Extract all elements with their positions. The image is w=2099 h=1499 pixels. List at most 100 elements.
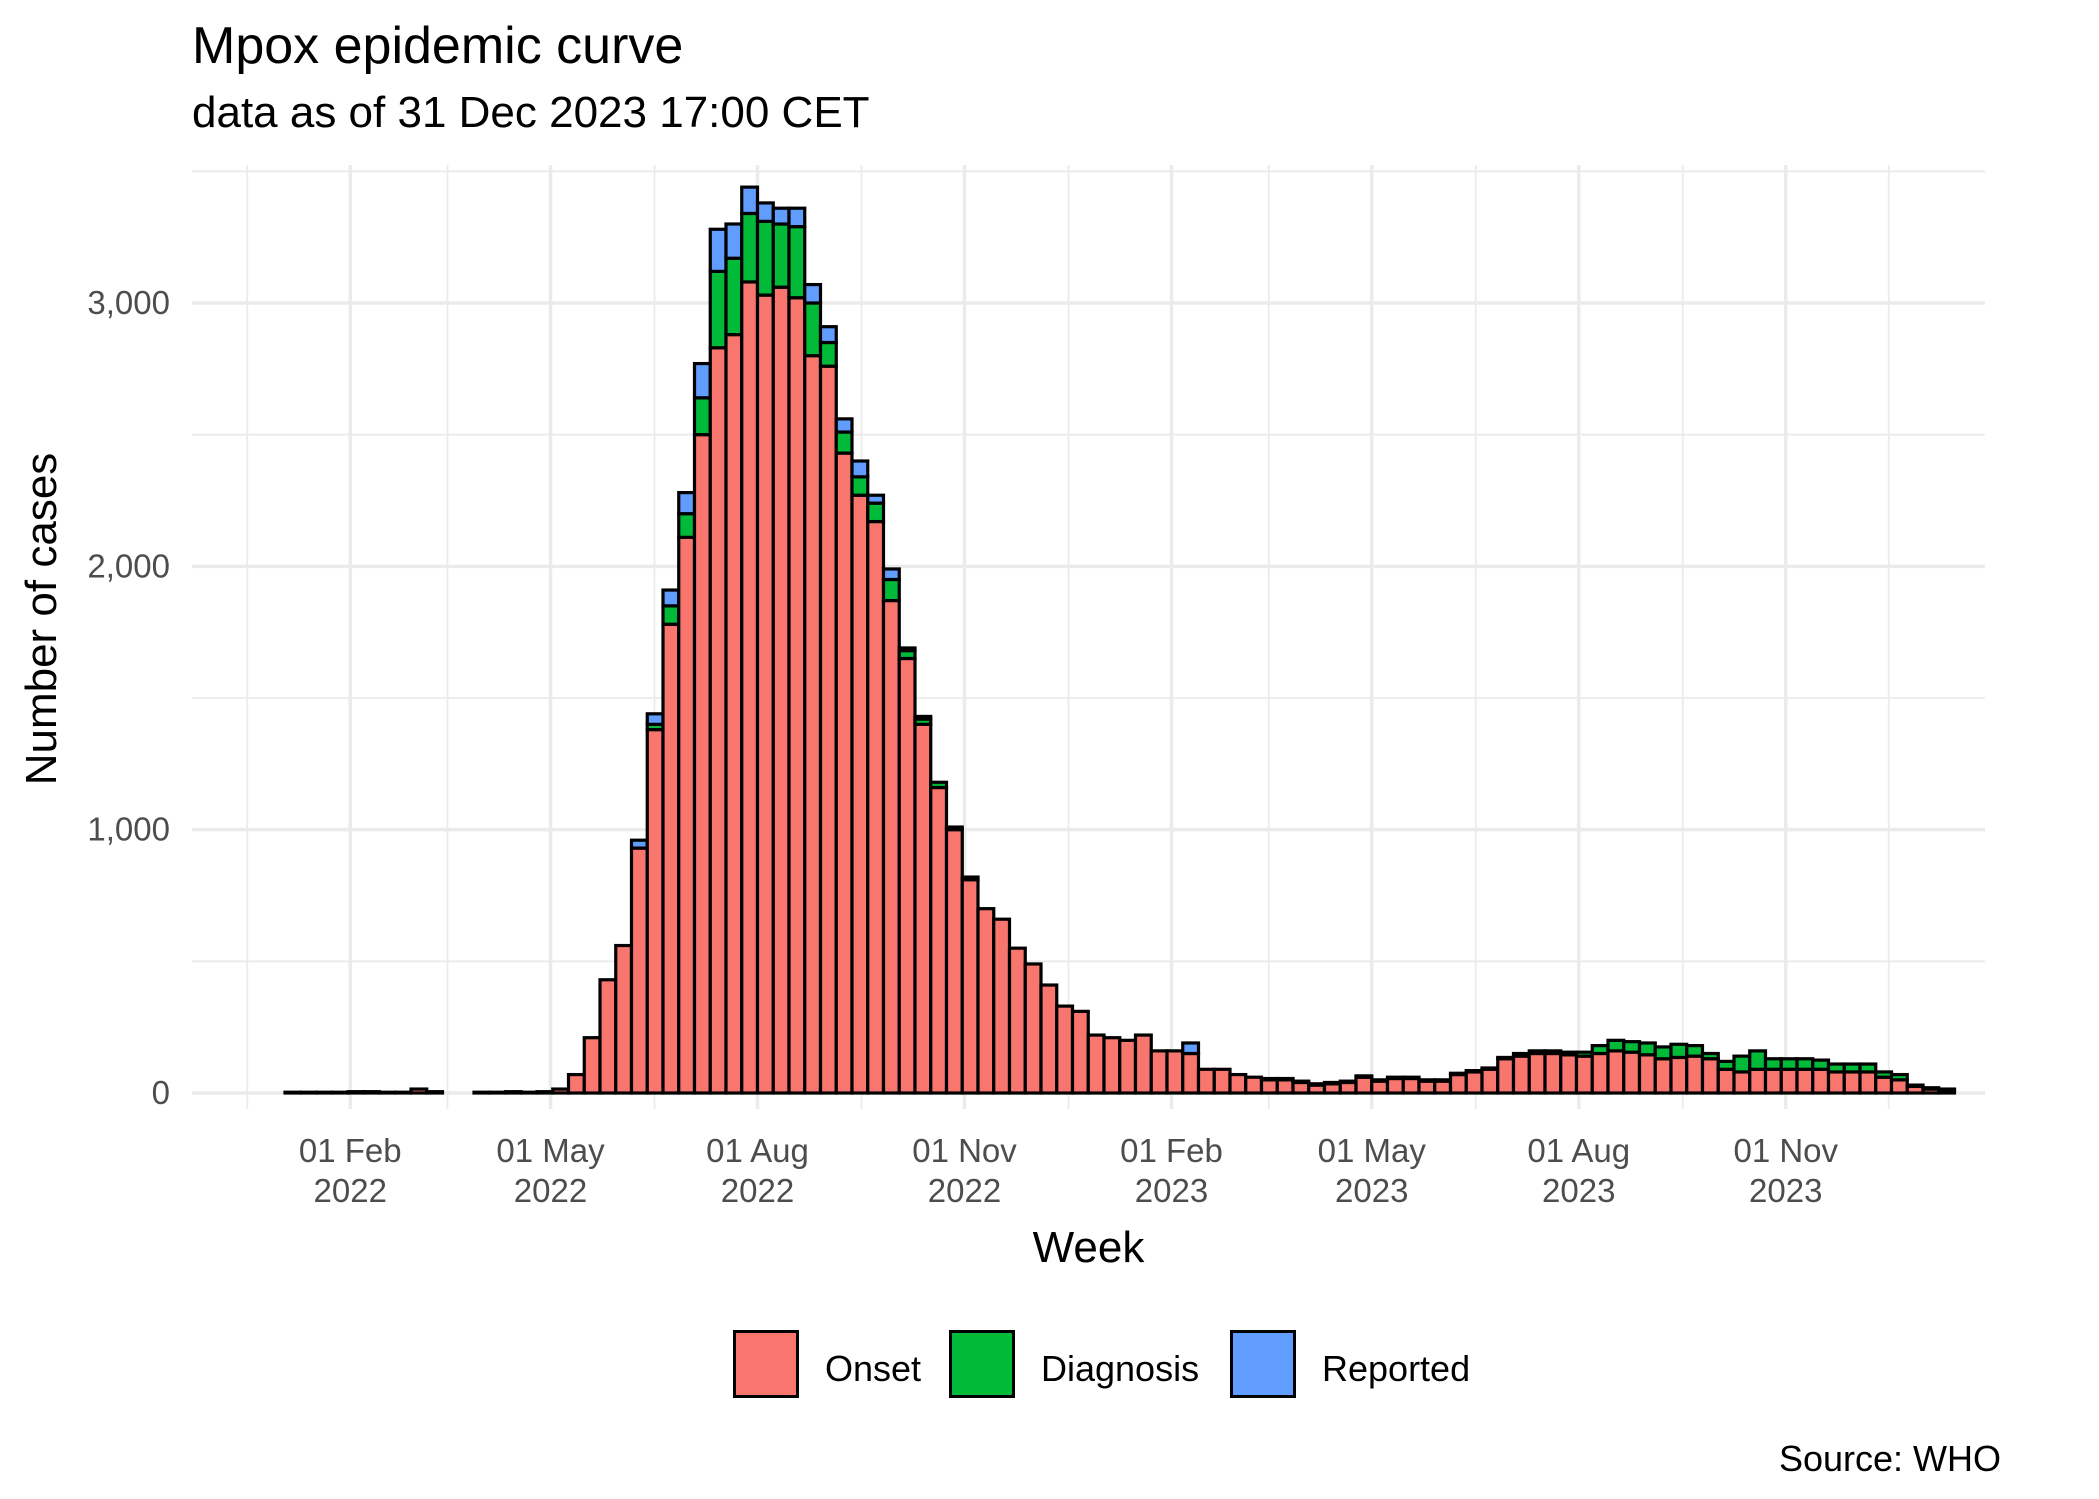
x-tick-label: 01 Nov [912,1132,1017,1169]
bar-diagnosis [1385,1075,1405,1081]
bar-onset [377,1090,397,1095]
source-caption: Source: WHO [1778,1438,2001,1479]
bar-onset [1118,1038,1138,1095]
bar-onset [1448,1072,1468,1095]
x-tick-label-year: 2023 [1335,1172,1408,1209]
bar-onset [1086,1033,1106,1095]
bar-diagnosis [740,211,760,284]
bar-onset [1874,1075,1894,1095]
y-tick-label: 0 [152,1074,170,1111]
x-tick-label: 01 Nov [1733,1132,1838,1169]
bar-diagnosis [1826,1062,1846,1074]
bar-onset [661,622,681,1095]
bar-onset [976,907,996,1095]
bar-diagnosis [1811,1058,1831,1071]
bar-reported [724,222,744,260]
bar-diagnosis [1763,1057,1783,1071]
chart-title: Mpox epidemic curve [192,17,684,75]
bar-onset [1370,1079,1390,1095]
x-tick-label-year: 2023 [1749,1172,1822,1209]
bar-reported [866,493,886,505]
bar-onset [1574,1054,1594,1095]
bar-onset [1590,1051,1610,1095]
bar-reported [818,325,838,345]
bar-onset [1543,1051,1563,1095]
bar-onset [1763,1067,1783,1095]
bar-diagnosis [1275,1076,1295,1082]
bar-diagnosis [1574,1050,1594,1058]
bars-layer [283,185,1957,1095]
bar-onset [929,785,949,1095]
bar-reported [787,206,807,229]
bar-onset [299,1090,319,1095]
bar-diagnosis [1496,1055,1516,1061]
bar-diagnosis [834,430,854,455]
bar-onset [1527,1051,1547,1095]
bar-onset [1685,1054,1705,1095]
bar-diagnosis [1653,1045,1673,1061]
x-tick-label: 01 Feb [299,1132,402,1169]
bar-onset [1464,1070,1484,1095]
bar-onset [1653,1057,1673,1095]
bar-diagnosis [1716,1059,1736,1071]
bar-onset [1811,1067,1831,1095]
bar-reported [629,838,649,850]
bar-diagnosis [708,269,728,350]
bar-onset [771,285,791,1095]
x-tick-label-year: 2023 [1135,1172,1208,1209]
bar-onset [1779,1067,1799,1095]
grid-lines [192,165,1985,1109]
bar-onset [519,1090,539,1095]
bar-diagnosis [755,219,775,297]
bar-diagnosis [1307,1082,1327,1087]
bar-onset [1070,1009,1090,1095]
bar-onset [1354,1075,1374,1095]
bar-diagnosis [1779,1057,1799,1071]
bar-reported [661,588,681,608]
bar-reported [881,567,901,582]
legend-label-reported: Reported [1322,1348,1471,1389]
x-tick-label: 01 May [1318,1132,1427,1169]
x-tick-label-year: 2022 [928,1172,1001,1209]
bar-onset [1055,1004,1075,1095]
bar-diagnosis [929,780,949,790]
bar-reported [897,646,917,653]
bar-onset [1212,1067,1232,1095]
bar-onset [1637,1053,1657,1095]
legend-key-onset [733,1330,799,1398]
bar-onset [850,493,870,1095]
bar-onset [283,1090,303,1095]
bar-onset [708,346,728,1095]
bar-onset [362,1090,382,1095]
bar-onset [1795,1067,1815,1095]
chart-subtitle: data as of 31 Dec 2023 17:00 CET [192,88,870,137]
bar-onset [330,1090,350,1095]
bar-onset [1039,983,1059,1095]
bar-onset [1417,1079,1437,1095]
bar-onset [614,943,634,1095]
bar-diagnosis [1637,1041,1657,1057]
bar-onset [755,293,775,1095]
legend-key-diagnosis [949,1330,1015,1398]
bar-onset [1259,1078,1279,1095]
bar-diagnosis [1338,1079,1358,1085]
bar-diagnosis [1322,1080,1342,1086]
bar-onset [1228,1072,1248,1095]
bar-onset [346,1090,366,1095]
bar-onset [566,1072,586,1095]
bar-reported [834,417,854,434]
bar-onset [740,280,760,1095]
bar-reported [771,206,791,226]
bar-diagnosis [1464,1069,1484,1074]
bar-onset [881,598,901,1095]
bar-onset [787,296,807,1095]
bar-diagnosis [1511,1051,1531,1058]
bar-diagnosis [1905,1083,1925,1089]
x-tick-label-year: 2022 [721,1172,794,1209]
x-tick-label-year: 2023 [1542,1172,1615,1209]
bar-reported [692,361,712,400]
bar-diagnosis [677,512,697,539]
bar-diagnosis [1370,1078,1390,1083]
bar-onset [1842,1070,1862,1095]
